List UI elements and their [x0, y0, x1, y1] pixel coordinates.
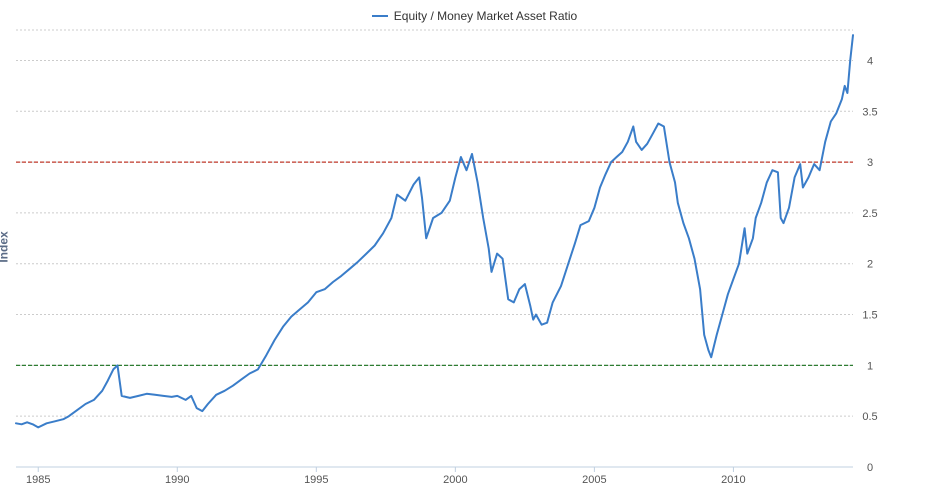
y-tick-label: 2	[867, 259, 873, 271]
x-tick-label: 2005	[582, 474, 606, 486]
y-axis: 0 0.5 1 1.5 2 2.5 3 3.5 4	[862, 55, 877, 474]
series-group	[15, 34, 854, 429]
y-tick-label: 1	[867, 360, 873, 372]
y-tick-label: 0	[867, 462, 873, 474]
series-line	[15, 34, 854, 429]
x-tick-label: 1990	[165, 474, 189, 486]
grid-lines	[16, 29, 853, 417]
legend-label: Equity / Money Market Asset Ratio	[393, 9, 578, 23]
y-axis-title: Index	[0, 231, 11, 263]
y-tick-label: 3.5	[862, 106, 877, 118]
legend: Equity / Money Market Asset Ratio	[0, 6, 949, 23]
y-tick-label: 0.5	[862, 411, 877, 423]
legend-swatch	[371, 15, 388, 17]
y-tick-label: 1.5	[862, 310, 877, 322]
x-tick-label: 1985	[26, 474, 50, 486]
y-tick-label: 4	[867, 55, 873, 67]
x-axis: 1985 1990 1995 2000 2005 2010	[16, 466, 853, 486]
legend-item-ratio[interactable]: Equity / Money Market Asset Ratio	[371, 9, 578, 23]
y-tick-label: 2.5	[862, 208, 877, 220]
x-tick-label: 1995	[304, 474, 328, 486]
x-tick-label: 2010	[721, 474, 745, 486]
reference-lines	[16, 161, 853, 367]
y-tick-label: 3	[867, 157, 873, 169]
x-tick-label: 2000	[443, 474, 467, 486]
